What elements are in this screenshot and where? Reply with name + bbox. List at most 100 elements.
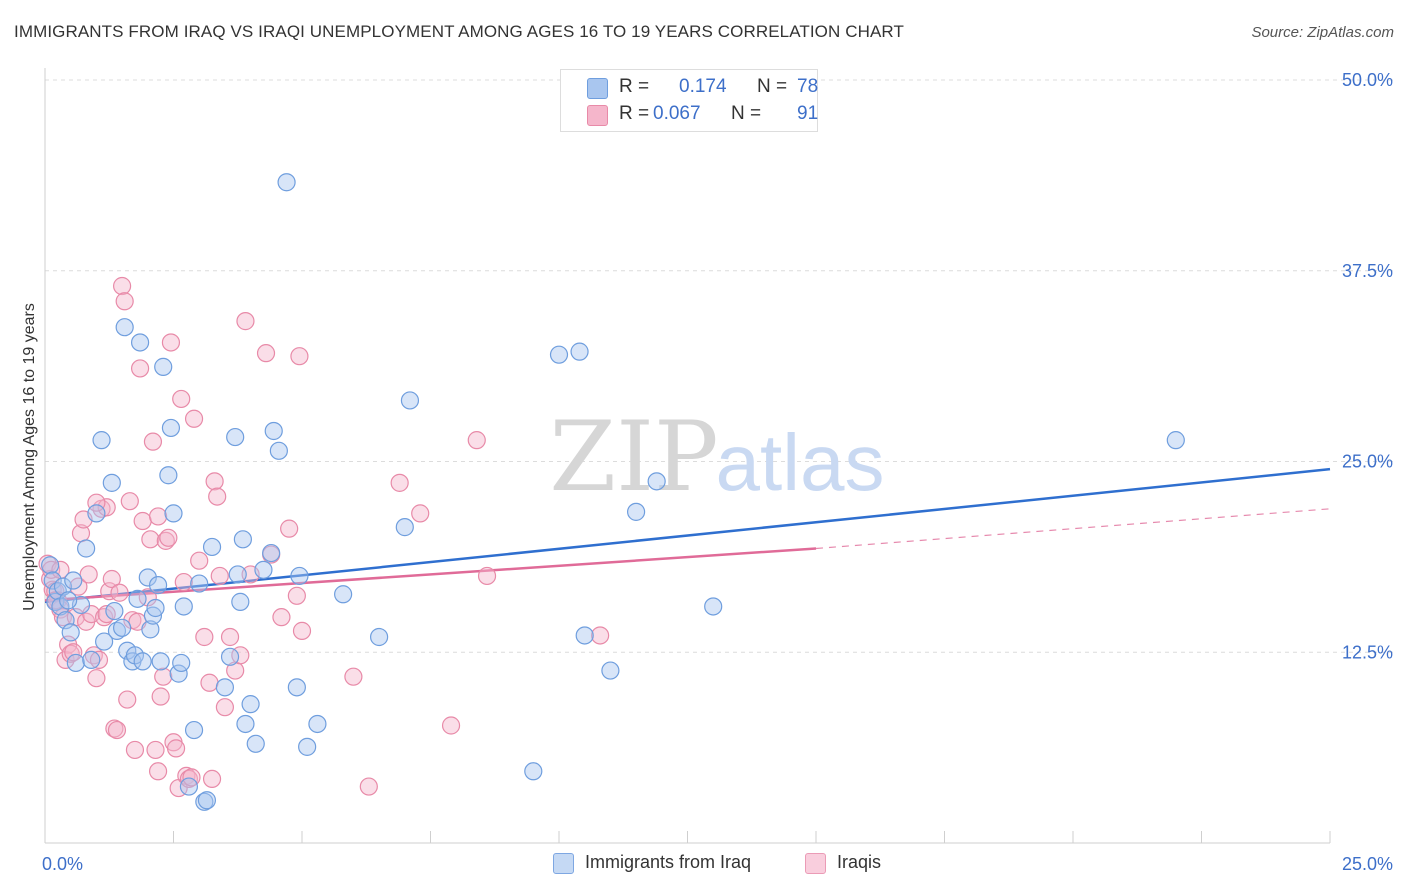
y-axis-label: Unemployment Among Ages 16 to 19 years xyxy=(21,303,38,611)
zipatlas-watermark: ZIP atlas xyxy=(549,401,884,513)
iraq-immigrants-point xyxy=(254,560,273,579)
iraqis-point xyxy=(359,777,378,796)
iraq-immigrants-point xyxy=(197,791,217,810)
iraq-immigrants-point xyxy=(154,357,173,376)
iraq-immigrants-point xyxy=(228,565,247,584)
iraqis-point xyxy=(591,626,610,645)
iraqis-point xyxy=(166,739,186,758)
iraq-immigrants-point xyxy=(146,598,165,618)
iraq-immigrants-points xyxy=(41,173,1185,811)
iraqis-point xyxy=(115,292,134,311)
iraq-immigrants-point xyxy=(262,543,281,563)
iraq-immigrants-point xyxy=(190,574,209,593)
iraq-immigrants-point xyxy=(164,504,183,523)
iraqis-point xyxy=(130,359,150,378)
iraq-immigrants-point xyxy=(77,539,96,558)
watermark-atlas: atlas xyxy=(716,418,885,507)
iraqis-point xyxy=(159,528,178,547)
iraq-immigrants-point xyxy=(264,421,283,441)
iraqis-point xyxy=(220,627,240,647)
iraqis-trend-line xyxy=(44,547,817,602)
iraq-immigrants-point xyxy=(169,664,188,683)
iraqis-point xyxy=(148,507,168,526)
iraq-immigrants-point xyxy=(53,577,73,596)
iraqis-point xyxy=(174,572,193,592)
iraq-immigrants-point xyxy=(601,661,620,680)
iraq-immigrants-point xyxy=(277,173,296,192)
iraqis-trend-line-extension xyxy=(815,508,1331,550)
legend-label: Immigrants from Iraq xyxy=(585,852,752,872)
iraq-immigrants-point xyxy=(41,556,60,575)
iraqis-point xyxy=(290,347,309,366)
iraq-immigrants-point xyxy=(66,653,85,673)
iraq-immigrants-point xyxy=(370,627,389,647)
iraqis-point xyxy=(205,472,224,491)
tick-labels: 12.5% 25.0% 37.5% 50.0% 0.0% 25.0% xyxy=(42,70,1393,874)
iraq-immigrants-point xyxy=(172,653,191,673)
y-tick-label: 12.5% xyxy=(1342,642,1393,662)
iraq-immigrants-point xyxy=(549,345,569,364)
iraqis-point xyxy=(256,344,276,363)
iraq-immigrants-point xyxy=(400,391,420,410)
iraq-immigrants-point xyxy=(269,441,288,460)
iraqis-point xyxy=(95,608,114,627)
iraqis-point xyxy=(97,498,116,517)
iraq-immigrants-point xyxy=(92,431,111,450)
iraq-immigrants-point xyxy=(575,626,594,645)
axes xyxy=(44,68,1331,844)
iraqis-point xyxy=(87,493,106,512)
iraq-immigrants-point xyxy=(233,530,252,549)
iraq-immigrants-point xyxy=(179,777,199,796)
iraqis-point xyxy=(236,312,255,331)
iraq-immigrants-point xyxy=(102,473,121,492)
iraqis-point xyxy=(215,698,234,717)
iraqis-point xyxy=(141,530,160,549)
iraqis-point xyxy=(272,608,291,627)
iraq-immigrants-point xyxy=(161,418,181,438)
iraq-immigrants-point xyxy=(308,714,327,734)
iraqis-point xyxy=(110,583,129,602)
iraq-immigrants-point xyxy=(220,647,240,666)
iraqis-point xyxy=(200,673,219,692)
iraq-immigrants-point xyxy=(215,678,234,697)
iraq-immigrants-point xyxy=(334,585,353,604)
iraqis-point xyxy=(208,487,227,506)
iraqis-point xyxy=(146,740,165,760)
iraq-immigrants-point xyxy=(141,620,160,639)
iraq-immigrants-point xyxy=(138,568,157,587)
legend-swatch-pink xyxy=(805,853,826,874)
iraqis-point xyxy=(64,643,83,662)
iraqis-point xyxy=(280,519,299,538)
iraqis-point xyxy=(151,687,170,706)
iraq-immigrants-point xyxy=(298,737,317,756)
iraq-immigrants-trend-line xyxy=(44,467,1331,604)
legend-r-label: R = xyxy=(619,103,650,124)
iraqis-point xyxy=(120,492,139,511)
legend-n-value: 91 xyxy=(797,103,819,124)
iraq-immigrants-point xyxy=(115,318,134,337)
iraq-immigrants-point xyxy=(87,504,106,523)
iraqis-point xyxy=(390,473,409,492)
legend-n-value: 78 xyxy=(797,76,819,97)
iraq-immigrants-point xyxy=(43,571,62,590)
iraqis-point xyxy=(190,551,209,570)
iraq-immigrants-point xyxy=(647,472,666,491)
iraqis-point xyxy=(79,565,98,584)
iraqis-point xyxy=(411,504,430,523)
y-tick-label: 37.5% xyxy=(1342,261,1393,281)
watermark-zip: ZIP xyxy=(549,401,718,513)
iraq-immigrants-point xyxy=(59,591,78,610)
iraqis-point xyxy=(148,762,168,781)
iraq-immigrants-point xyxy=(626,502,646,521)
iraqis-point xyxy=(154,667,173,686)
iraqis-point xyxy=(125,740,145,760)
legend-swatch-blue xyxy=(587,78,608,99)
iraqis-point xyxy=(344,667,363,686)
chart-title: IMMIGRANTS FROM IRAQ VS IRAQI UNEMPLOYME… xyxy=(14,22,904,41)
iraq-immigrants-point xyxy=(287,678,306,697)
chart-source: Source: ZipAtlas.com xyxy=(1251,24,1394,41)
iraqis-point xyxy=(118,690,137,709)
iraq-immigrants-point xyxy=(107,621,127,640)
iraqis-point xyxy=(184,409,204,428)
